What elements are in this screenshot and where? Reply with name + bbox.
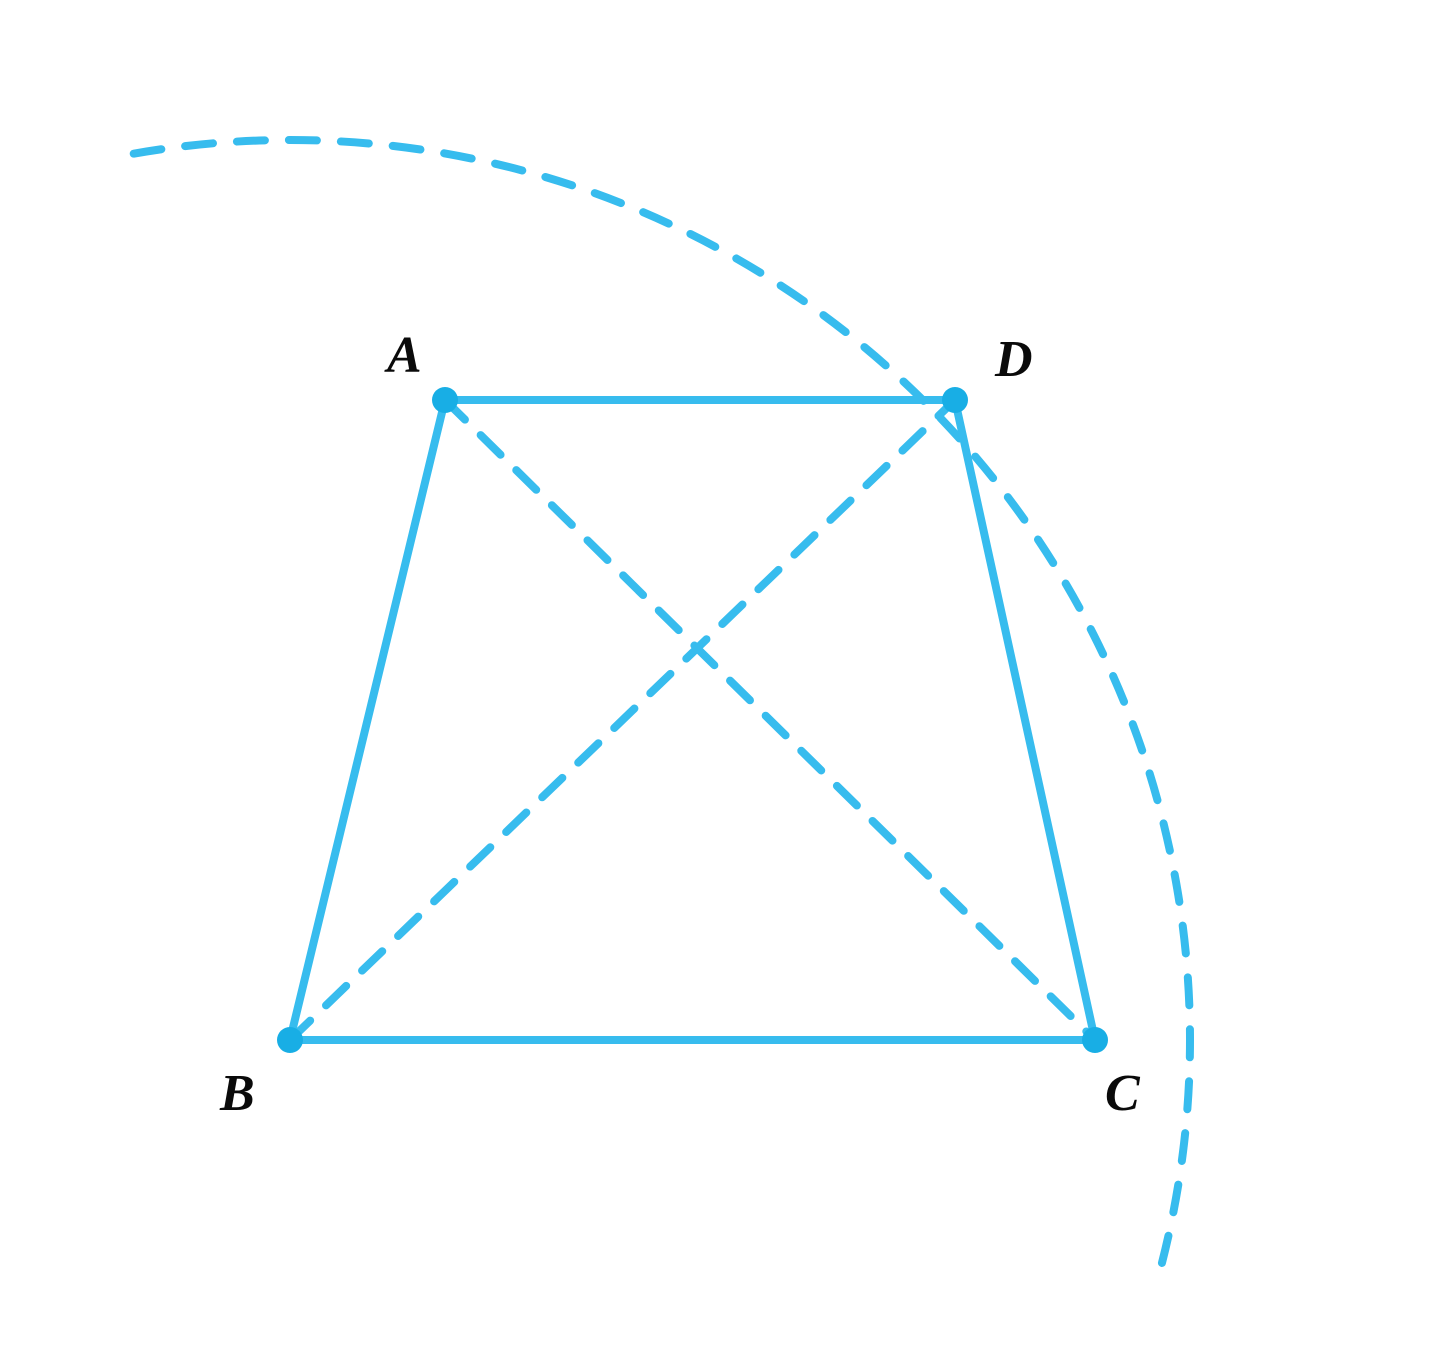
edge-B-D — [290, 400, 955, 1040]
edge-B-A — [290, 400, 445, 1040]
vertex-label-D: D — [994, 331, 1033, 388]
vertex-label-A: A — [384, 327, 422, 384]
vertex-label-B: B — [219, 1065, 255, 1122]
vertex-C — [1082, 1027, 1108, 1053]
vertex-label-C: C — [1105, 1065, 1141, 1122]
vertex-B — [277, 1027, 303, 1053]
geometry-diagram: A D B C — [0, 0, 1440, 1368]
construction-arc — [134, 140, 1190, 1273]
vertex-D — [942, 387, 968, 413]
vertex-A — [432, 387, 458, 413]
edge-A-C — [445, 400, 1095, 1040]
edge-D-C — [955, 400, 1095, 1040]
